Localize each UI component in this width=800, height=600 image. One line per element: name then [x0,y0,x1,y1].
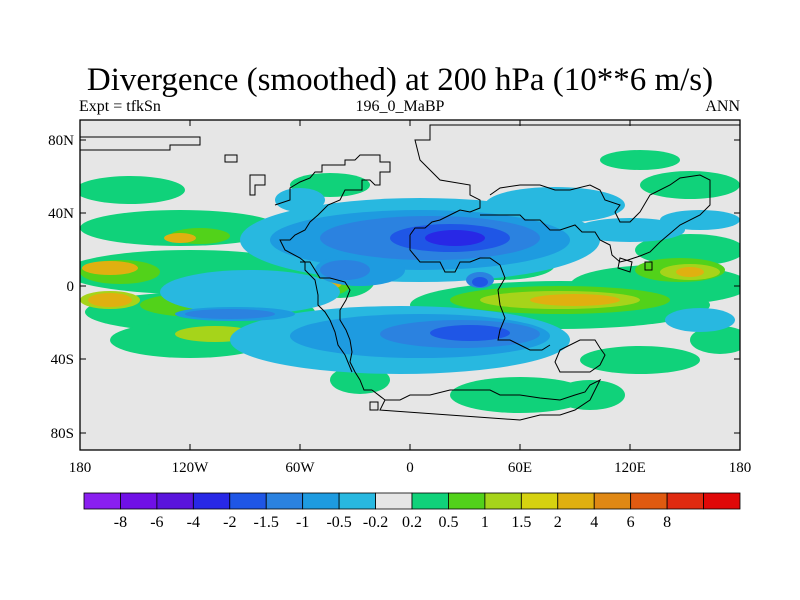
divergence-field [80,150,740,413]
map-title: Divergence (smoothed) at 200 hPa (10**6 … [86,62,714,98]
colorbar-label: 6 [627,514,635,531]
colorbar-swatch [83,492,121,510]
colorbar-swatch [520,492,559,510]
colorbar-swatch [156,492,194,510]
colorbar-label: -0.2 [363,514,388,531]
colorbar-label: 4 [590,514,598,531]
colorbar-label: -6 [150,514,163,531]
coastlines [80,124,740,421]
x-axis-ticks [79,120,741,450]
colorbar-label: 2 [554,514,562,531]
y-tick-labels: 80N 40N 0 40S 80S [48,133,74,442]
colorbar-label: 0.2 [402,514,422,531]
colorbar-swatch [411,492,449,510]
colorbar-swatch [666,492,704,510]
x-tick-label: 180 [729,460,752,476]
y-tick-label: 40S [51,352,74,368]
y-tick-label: 40N [48,206,74,222]
colorbar-swatch [484,492,522,510]
colorbar-label: -1 [296,514,309,531]
y-axis-ticks [80,139,740,434]
x-tick-label: 180 [69,460,92,476]
season-label: ANN [705,98,740,115]
period-label: 196_0_MaBP [355,98,445,115]
y-tick-label: 80N [48,133,74,149]
x-tick-label: 60W [285,460,315,476]
colorbar-swatch [448,492,486,510]
colorbar: -8 -6 -4 -2 -1.5 -1 -0.5 -0.2 0.2 0.5 1 1.5 2 4 6 8 [83,492,741,531]
colorbar-swatch [120,492,158,510]
x-tick-label: 0 [406,460,414,476]
colorbar-swatch [593,492,632,510]
colorbar-label: -0.5 [326,514,351,531]
colorbar-label: -8 [114,514,127,531]
colorbar-swatch [229,492,267,510]
colorbar-label: 0.5 [438,514,458,531]
colorbar-swatch [630,492,668,510]
colorbar-swatch [375,492,413,510]
x-tick-labels: 180 120W 60W 0 60E 120E 180 [69,460,752,476]
x-tick-label: 120W [172,460,210,476]
experiment-label: Expt = tfkSn [79,98,161,115]
colorbar-label: -2 [223,514,236,531]
y-tick-label: 0 [67,279,75,295]
x-tick-label: 120E [614,460,646,476]
colorbar-label: 8 [663,514,671,531]
colorbar-swatch [302,492,340,510]
colorbar-swatch [338,492,376,510]
colorbar-label: 1 [481,514,489,531]
colorbar-label: -1.5 [254,514,279,531]
colorbar-swatch [192,492,231,510]
colorbar-label: 1.5 [511,514,531,531]
colorbar-swatch [265,492,304,510]
colorbar-swatch [557,492,595,510]
colorbar-label: -4 [187,514,200,531]
y-tick-label: 80S [51,426,74,442]
colorbar-swatch [703,492,741,510]
x-tick-label: 60E [508,460,532,476]
